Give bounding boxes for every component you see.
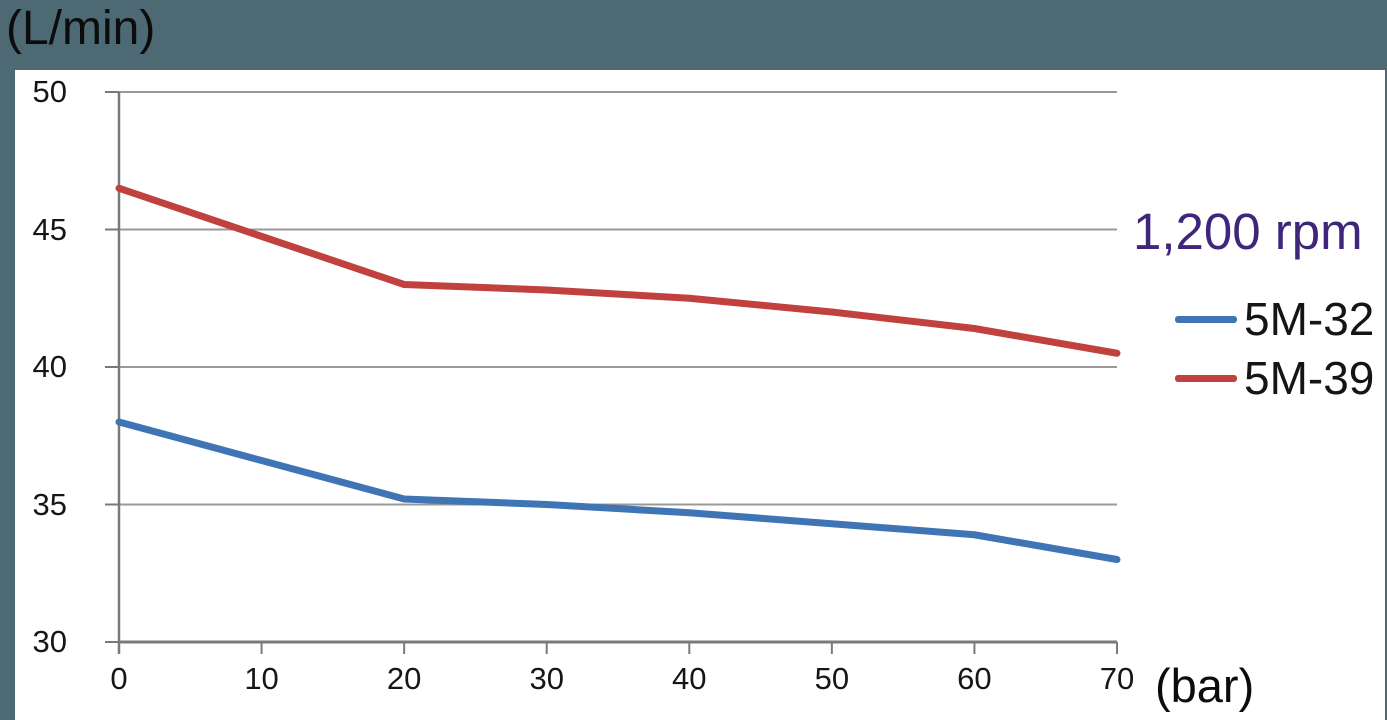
series-line-5m-39 [115,184,1121,357]
y-tick-label: 50 [32,74,67,109]
legend-swatch-5m-39 [1175,374,1237,382]
y-tick-label: 45 [32,211,67,247]
x-tick-label: 30 [529,661,564,696]
y-tick-label: 35 [32,486,67,522]
x-tick-label: 60 [957,661,992,696]
series-line-5m-32 [115,418,1121,563]
y-tick-label: 30 [32,624,67,659]
x-tick-label: 10 [244,661,279,696]
x-tick-label: 0 [110,661,128,696]
legend-item-5m-32: 5M-32 [1175,294,1374,344]
x-axis-unit-label: (bar) [1155,659,1255,712]
legend-item-5m-39: 5M-39 [1175,353,1374,403]
x-tick-label: 70 [1099,661,1135,696]
chart-panel: (bar) 1,200 rpm 5M-32 5M-39 30 35 40 45 50 0 1… [15,70,1385,720]
x-tick-label: 50 [814,661,850,696]
x-tick-label: 20 [386,661,422,696]
x-tick-label: 40 [672,661,707,696]
y-axis-unit-label: (L/min) [6,2,156,55]
y-tick-label: 40 [32,349,67,384]
line-chart [105,91,1121,654]
legend-label-5m-32: 5M-32 [1244,293,1375,345]
legend-title: 1,200 rpm [1133,203,1363,260]
legend-label-5m-39: 5M-39 [1244,352,1375,404]
legend-swatch-5m-32 [1175,315,1237,323]
